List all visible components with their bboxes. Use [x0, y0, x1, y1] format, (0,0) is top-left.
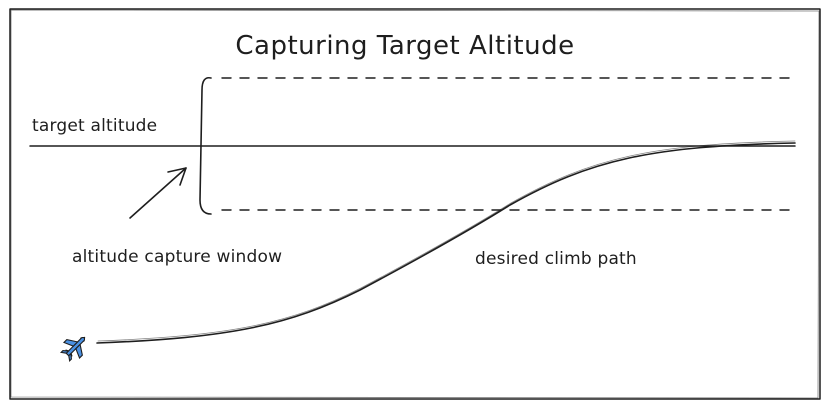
airplane-icon: [60, 336, 86, 362]
climb-path-label: desired climb path: [475, 249, 637, 269]
climb-path-curve-sketch: [97, 140, 796, 342]
capture-window-label: altitude capture window: [72, 247, 282, 267]
diagram-frame: [9, 8, 821, 400]
climb-path-curve: [96, 142, 796, 344]
capture-window-arrow: [129, 167, 187, 219]
capture-window-bracket: [199, 76, 212, 215]
capture-window-arrowhead: [167, 167, 187, 186]
target-altitude-label: target altitude: [32, 116, 157, 136]
diagram-title: Capturing Target Altitude: [235, 31, 574, 61]
diagram-frame-sketch: [10, 9, 820, 399]
